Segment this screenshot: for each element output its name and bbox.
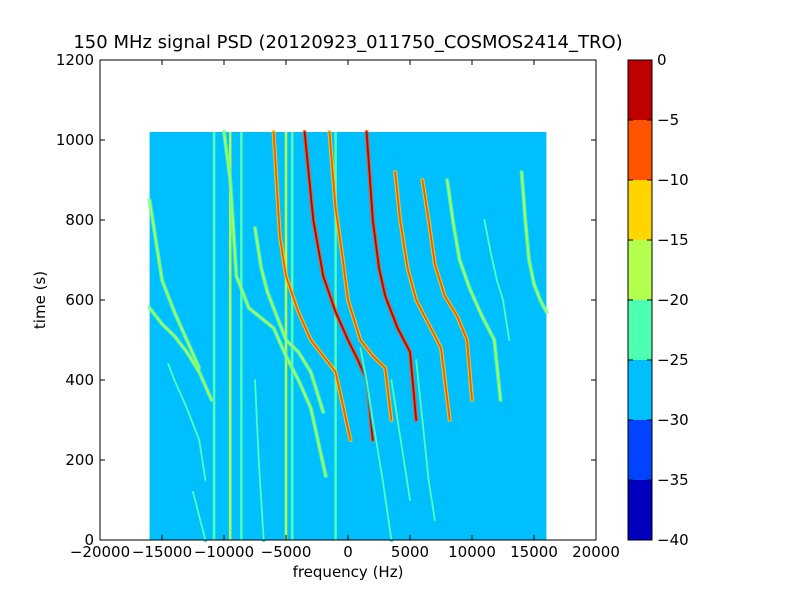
x-axis-label: frequency (Hz) xyxy=(293,563,404,581)
x-axis: −20000 −15000 −10000 −5000 0 5000 10000 15000 20… xyxy=(70,60,620,561)
x-tick-label: −10000 xyxy=(194,543,254,561)
x-tick-label: 10000 xyxy=(448,543,496,561)
colorbar-segment xyxy=(628,360,652,420)
x-tick-label: 0 xyxy=(343,543,353,561)
x-tick-label: 20000 xyxy=(572,543,620,561)
x-tick-label: 15000 xyxy=(510,543,558,561)
signal-trace-2 xyxy=(148,307,213,401)
colorbar-tick-label: −40 xyxy=(657,531,689,549)
colorbar-tick-label: −30 xyxy=(657,411,689,429)
x-tick-label: 5000 xyxy=(391,543,429,561)
x-tick-label: −15000 xyxy=(132,543,192,561)
colorbar-tick-label: −25 xyxy=(657,351,689,369)
colorbar-tick-label: −35 xyxy=(657,471,689,489)
y-tick-label: 0 xyxy=(84,531,94,549)
y-tick-label: 600 xyxy=(65,291,94,309)
y-axis-label: time (s) xyxy=(31,271,49,329)
colorbar-tick-label: −20 xyxy=(657,291,689,309)
colorbar-segment xyxy=(628,240,652,300)
colorbar-segment xyxy=(628,180,652,240)
y-tick-label: 1200 xyxy=(56,51,94,69)
signal-trace-11 xyxy=(421,179,473,401)
x-tick-label: −20000 xyxy=(70,543,130,561)
signal-trace-5 xyxy=(254,227,325,413)
colorbar-segment xyxy=(628,480,652,540)
y-axis: 0 200 400 600 800 1000 1200 xyxy=(56,51,596,549)
y-tick-label: 200 xyxy=(65,451,94,469)
y-tick-label: 400 xyxy=(65,371,94,389)
signal-trace-8 xyxy=(328,131,393,421)
colorbar-segment xyxy=(628,120,652,180)
colorbar-tick-label: 0 xyxy=(657,51,667,69)
signal-trace-13 xyxy=(483,219,511,341)
signal-trace-17 xyxy=(415,359,436,521)
y-tick-label: 1000 xyxy=(56,131,94,149)
colorbar-segment xyxy=(628,60,652,120)
signal-trace-4 xyxy=(223,131,327,477)
colorbar-tick-label: −15 xyxy=(657,231,689,249)
colorbar-tick-label: −10 xyxy=(657,171,689,189)
signal-trace-3 xyxy=(167,363,207,481)
y-tick-label: 800 xyxy=(65,211,94,229)
signal-trace-10 xyxy=(394,171,451,421)
signal-trace-6 xyxy=(272,131,352,441)
colorbar-segment xyxy=(628,420,652,480)
plot-area xyxy=(99,59,597,542)
chart-title: 150 MHz signal PSD (20120923_011750_COSM… xyxy=(73,32,622,53)
colorbar: −40 −35 −30 −25 −20 −15 −10 −5 0 xyxy=(627,51,689,549)
signal-trace-14 xyxy=(520,171,548,313)
signal-trace-1 xyxy=(148,199,201,369)
colorbar-segment xyxy=(628,300,652,360)
heatmap-layer xyxy=(147,130,549,542)
signal-trace-18 xyxy=(192,491,207,541)
x-tick-label: −5000 xyxy=(261,543,312,561)
signal-trace-9 xyxy=(365,131,418,421)
signal-trace-16 xyxy=(390,379,411,501)
colorbar-tick-label: −5 xyxy=(657,111,679,129)
signal-trace-12 xyxy=(446,179,502,401)
signal-trace-19 xyxy=(254,379,265,541)
signal-trace-15 xyxy=(359,347,393,541)
